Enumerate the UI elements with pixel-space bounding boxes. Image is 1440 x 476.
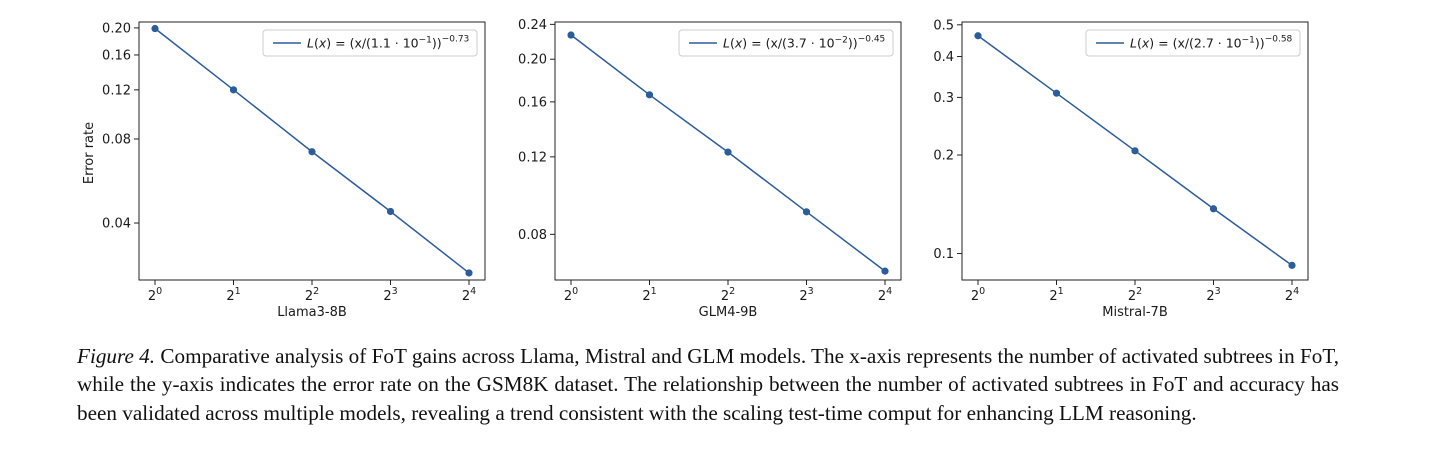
x-tick-label: 20: [971, 286, 985, 304]
data-point: [308, 148, 316, 156]
y-tick-label: 0.4: [933, 50, 954, 65]
legend-box: [1085, 29, 1301, 57]
data-point: [1288, 261, 1296, 269]
figure-caption: Figure 4. Comparative analysis of FoT ga…: [77, 342, 1339, 427]
x-axis-label: Llama3-8B: [277, 305, 347, 320]
legend-entry: L(x) = (x/(2.7 · 10−1))−0.58: [1130, 35, 1293, 51]
y-tick-label: 0.08: [102, 132, 131, 147]
data-point: [465, 269, 473, 277]
data-point: [802, 208, 811, 216]
data-point: [1052, 89, 1061, 97]
x-tick-label: 20: [564, 286, 578, 304]
data-point: [1209, 205, 1218, 213]
data-point: [1131, 147, 1139, 155]
x-tick-label: 20: [148, 286, 162, 304]
x-tick-label: 21: [642, 286, 656, 304]
x-tick-label: 23: [799, 286, 813, 304]
x-tick-label: 23: [383, 286, 397, 304]
y-tick-label: 0.20: [102, 21, 131, 36]
x-tick-label: 24: [878, 286, 892, 304]
data-point: [567, 31, 575, 39]
y-tick-label: 0.12: [518, 150, 547, 165]
legend-entry: L(x) = (x/(3.7 · 10−2))−0.45: [723, 35, 885, 51]
caption-text: Comparative analysis of FoT gains across…: [77, 344, 1340, 425]
caption-label: Figure 4.: [77, 344, 156, 368]
chart-panel-2: 0.08 0.12 0.16 0.20 0.24 20 21 22 23 24 GLM4-9B L(x…: [518, 18, 902, 320]
x-tick-label: 23: [1206, 286, 1220, 304]
x-tick-label: 22: [721, 286, 735, 304]
y-tick-label: 0.16: [518, 95, 547, 110]
y-tick-label: 0.1: [933, 247, 954, 262]
x-tick-label: 24: [1285, 286, 1299, 304]
x-axis-label: GLM4-9B: [699, 305, 758, 320]
y-tick-label: 0.3: [933, 91, 954, 106]
data-point: [229, 86, 238, 94]
y-tick-label: 0.12: [102, 83, 131, 98]
x-tick-label: 21: [1049, 286, 1063, 304]
x-tick-label: 22: [305, 286, 319, 304]
legend-entry: L(x) = (x/(1.1 · 10−1))−0.73: [307, 35, 469, 51]
figure-charts: 0.04 0.08 0.12 0.16 0.20 20 21 22 23 24 Llama3-8B E…: [82, 18, 1309, 320]
y-tick-label: 0.5: [933, 18, 954, 33]
data-point: [724, 148, 732, 156]
data-point: [645, 91, 654, 99]
data-point: [386, 207, 395, 216]
x-tick-label: 21: [226, 286, 240, 304]
data-point: [974, 32, 982, 40]
y-tick-label: 0.08: [518, 228, 547, 243]
y-tick-label: 0.2: [933, 149, 954, 164]
x-axis-label: Mistral-7B: [1102, 305, 1168, 320]
data-point: [151, 24, 159, 33]
chart-panel-1: 0.04 0.08 0.12 0.16 0.20 20 21 22 23 24 Llama3-8B E…: [82, 21, 486, 320]
y-tick-label: 0.04: [102, 217, 131, 232]
legend-box: [262, 29, 478, 57]
data-point: [881, 267, 889, 275]
y-tick-label: 0.20: [518, 53, 547, 68]
x-tick-label: 22: [1128, 286, 1142, 304]
y-tick-label: 0.16: [102, 48, 131, 63]
chart-panel-3: 0.1 0.2 0.3 0.4 0.5 20 21 22 23 24 Mistral-7B L(x) …: [933, 18, 1309, 320]
y-tick-label: 0.24: [518, 18, 547, 33]
x-tick-label: 24: [462, 286, 476, 304]
legend-box: [678, 29, 894, 57]
y-axis-label: Error rate: [82, 122, 97, 184]
